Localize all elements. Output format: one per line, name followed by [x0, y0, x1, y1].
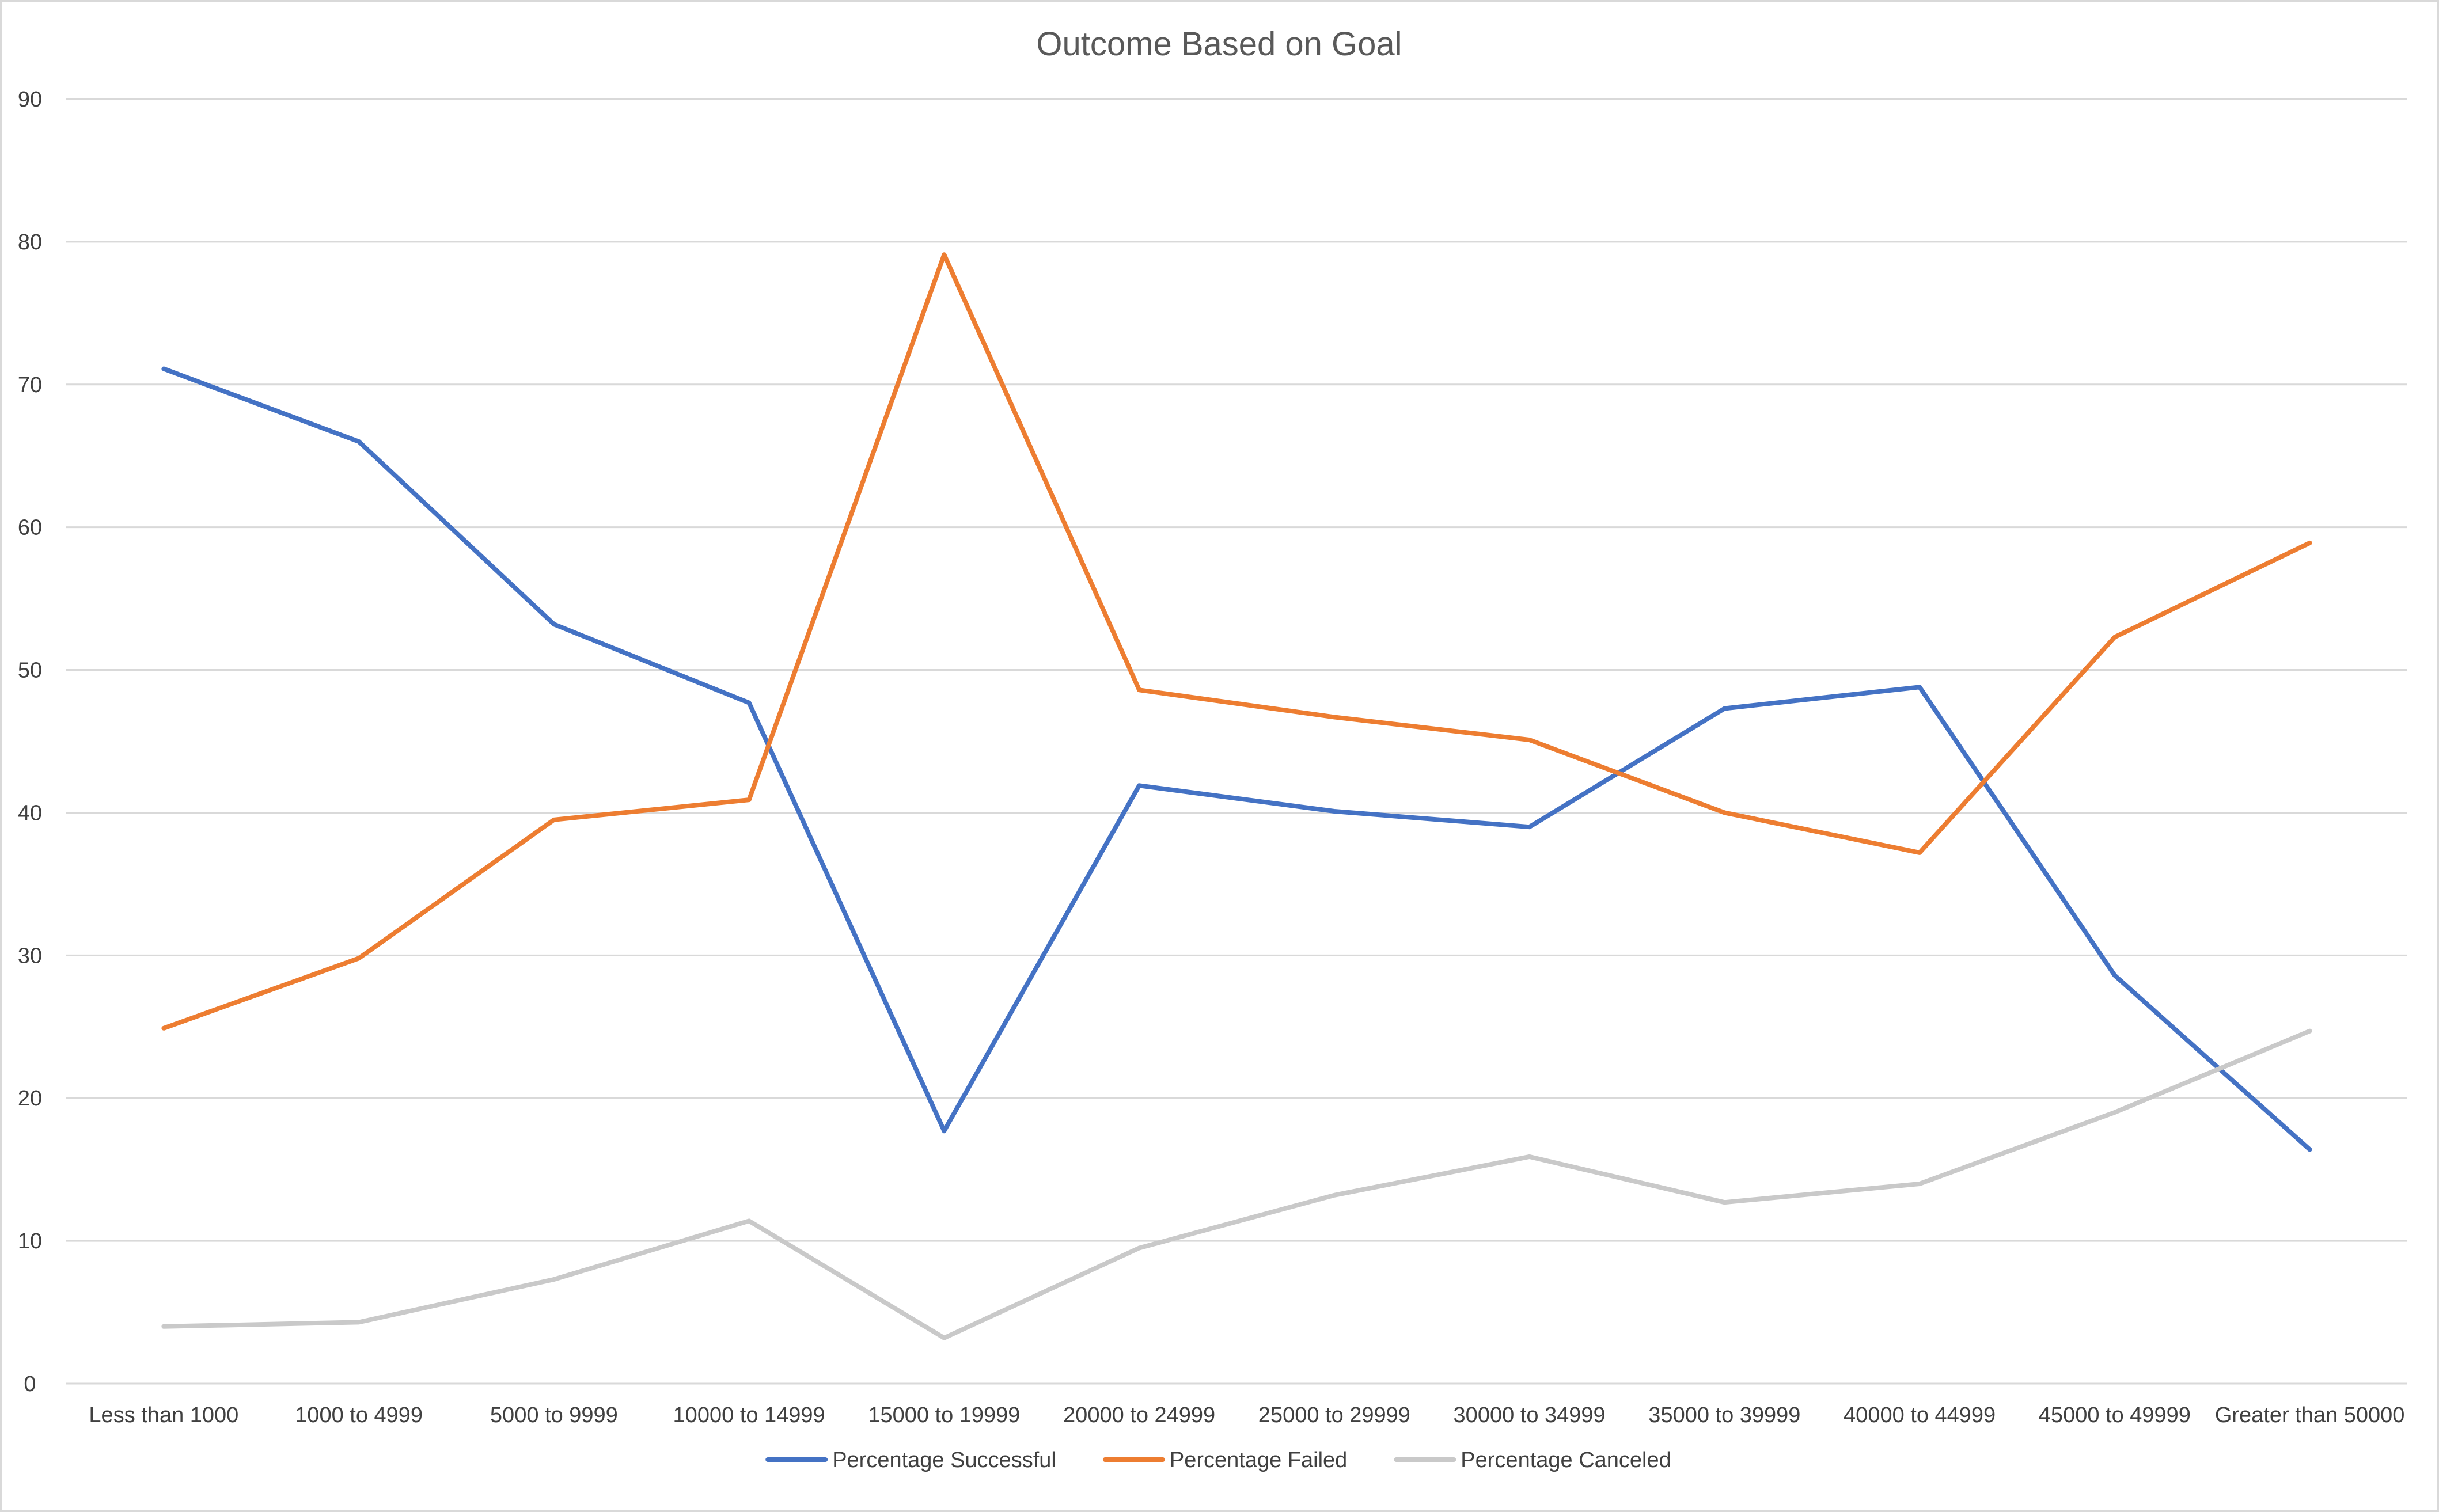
- y-tick-label: 90: [18, 88, 42, 112]
- legend: Percentage Successful Percentage Failed Pe…: [765, 1448, 1671, 1472]
- x-tick-label: 25000 to 29999: [1258, 1403, 1410, 1427]
- x-tick-label: 20000 to 24999: [1063, 1403, 1215, 1427]
- legend-label: Percentage Successful: [832, 1448, 1056, 1472]
- x-tick-label: 35000 to 39999: [1648, 1403, 1800, 1427]
- series-percentage-canceled: [161, 1028, 2312, 1340]
- chart-title: Outcome Based on Goal: [1036, 25, 1402, 63]
- x-tick-label: Greater than 50000: [2215, 1403, 2405, 1427]
- series-line: [161, 366, 2312, 1152]
- series-lines: [161, 252, 2312, 1340]
- y-tick-label: 0: [24, 1372, 36, 1396]
- x-tick-label: 10000 to 14999: [673, 1403, 825, 1427]
- legend-label: Percentage Canceled: [1461, 1448, 1671, 1472]
- x-tick-label: 1000 to 4999: [295, 1403, 423, 1427]
- y-tick-label: 60: [18, 516, 42, 540]
- x-tick-label: 40000 to 44999: [1844, 1403, 1996, 1427]
- y-tick-label: 70: [18, 373, 42, 397]
- x-axis-tick-labels: Less than 1000 1000 to 4999 5000 to 9999 10…: [89, 1403, 2404, 1427]
- y-tick-label: 40: [18, 801, 42, 825]
- series-line: [161, 1028, 2312, 1340]
- y-axis-tick-labels: 0 10 20 30 40 50 60 70 80 90: [18, 88, 42, 1396]
- y-tick-label: 50: [18, 659, 42, 683]
- x-tick-label: 30000 to 34999: [1454, 1403, 1606, 1427]
- x-tick-label: Less than 1000: [89, 1403, 238, 1427]
- legend-label: Percentage Failed: [1170, 1448, 1347, 1472]
- x-tick-label: 5000 to 9999: [490, 1403, 618, 1427]
- y-tick-label: 10: [18, 1229, 42, 1253]
- series-percentage-failed: [161, 252, 2312, 1031]
- y-tick-label: 20: [18, 1086, 42, 1111]
- series-line: [161, 252, 2312, 1031]
- gridlines: [66, 98, 2407, 1385]
- y-tick-label: 30: [18, 944, 42, 968]
- series-percentage-successful: [161, 366, 2312, 1152]
- y-tick-label: 80: [18, 230, 42, 254]
- x-tick-label: 15000 to 19999: [868, 1403, 1020, 1427]
- x-tick-label: 45000 to 49999: [2039, 1403, 2191, 1427]
